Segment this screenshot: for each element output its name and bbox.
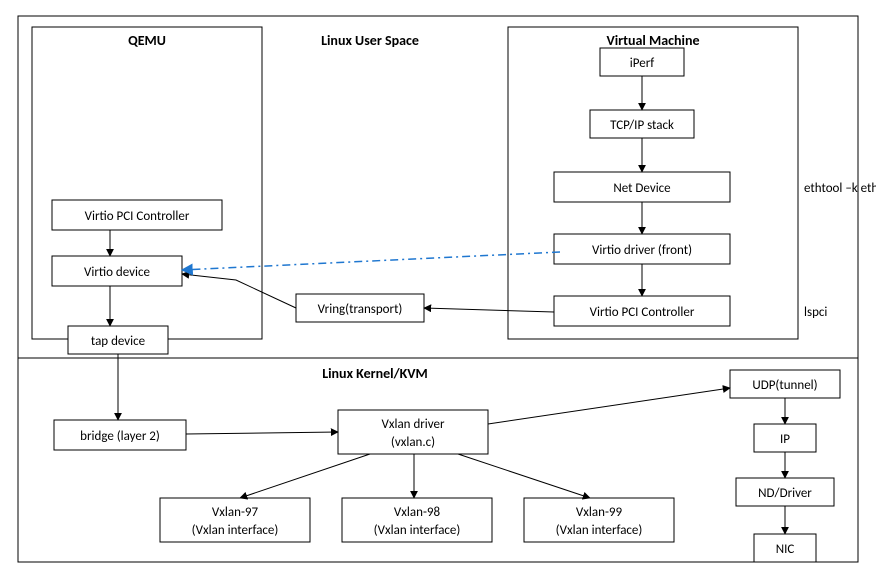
svg-text:Vring(transport): Vring(transport) (318, 302, 403, 317)
header-vm: Virtual Machine (606, 32, 699, 49)
box-vring: Vring(transport) (296, 294, 424, 322)
arrow (182, 252, 560, 270)
arrow (458, 454, 590, 498)
svg-text:iPerf: iPerf (630, 56, 654, 71)
box-vxlan-99: Vxlan-99 (Vxlan interface) (524, 498, 674, 542)
box-tap-device: tap device (68, 326, 168, 354)
svg-text:bridge (layer 2): bridge (layer 2) (80, 429, 160, 444)
svg-text:(Vxlan interface): (Vxlan interface) (374, 523, 461, 538)
svg-text:IP: IP (780, 432, 790, 447)
arrow (424, 308, 554, 312)
box-udp: UDP(tunnel) (730, 370, 840, 398)
box-vxlan-driver: Vxlan driver (vxlan.c) (338, 410, 488, 454)
arrow (240, 454, 370, 498)
container-outer (18, 16, 858, 562)
box-bridge: bridge (layer 2) (54, 420, 186, 450)
header-qemu: QEMU (128, 32, 166, 49)
svg-text:(Vxlan interface): (Vxlan interface) (556, 523, 643, 538)
svg-text:TCP/IP stack: TCP/IP stack (610, 118, 674, 133)
svg-text:Vxlan-99: Vxlan-99 (576, 505, 623, 520)
arrow (182, 274, 296, 308)
box-vxlan-98: Vxlan-98 (Vxlan interface) (342, 498, 492, 542)
svg-text:Virtio PCI Controller: Virtio PCI Controller (590, 305, 695, 320)
svg-text:Virtio PCI Controller: Virtio PCI Controller (85, 209, 190, 224)
svg-text:Virtio driver (front): Virtio driver (front) (592, 243, 692, 258)
svg-text:Vxlan driver: Vxlan driver (381, 417, 445, 432)
arrow (186, 432, 338, 434)
container-qemu (32, 27, 262, 339)
svg-text:Vxlan-97: Vxlan-97 (212, 505, 259, 520)
svg-text:Vxlan-98: Vxlan-98 (394, 505, 441, 520)
header-user-space: Linux User Space (321, 32, 419, 49)
box-vxlan-97: Vxlan-97 (Vxlan interface) (160, 498, 310, 542)
box-net-device: Net Device (554, 172, 730, 202)
box-nd-driver: ND/Driver (736, 478, 834, 506)
arrow (488, 388, 730, 424)
svg-text:(Vxlan interface): (Vxlan interface) (192, 523, 279, 538)
box-virtio-front: Virtio driver (front) (554, 234, 730, 264)
box-tcpip: TCP/IP stack (590, 110, 694, 138)
svg-text:Virtio device: Virtio device (84, 265, 150, 280)
box-ip: IP (754, 424, 816, 452)
box-virtio-pci-vm: Virtio PCI Controller (554, 296, 730, 326)
box-virtio-device: Virtio device (52, 256, 182, 286)
box-nic: NIC (754, 534, 816, 562)
svg-text:tap device: tap device (91, 334, 145, 349)
annot-lspci: lspci (804, 305, 827, 320)
svg-text:(vxlan.c): (vxlan.c) (391, 435, 435, 450)
annot-ethtool: ethtool –k eth0 (804, 181, 876, 196)
svg-text:NIC: NIC (776, 542, 795, 557)
box-virtio-pci-q: Virtio PCI Controller (52, 200, 222, 230)
svg-text:ND/Driver: ND/Driver (758, 486, 812, 501)
svg-text:UDP(tunnel): UDP(tunnel) (752, 378, 817, 393)
box-iperf: iPerf (600, 48, 684, 76)
header-kernel: Linux Kernel/KVM (322, 365, 428, 382)
svg-text:Net Device: Net Device (613, 181, 670, 196)
